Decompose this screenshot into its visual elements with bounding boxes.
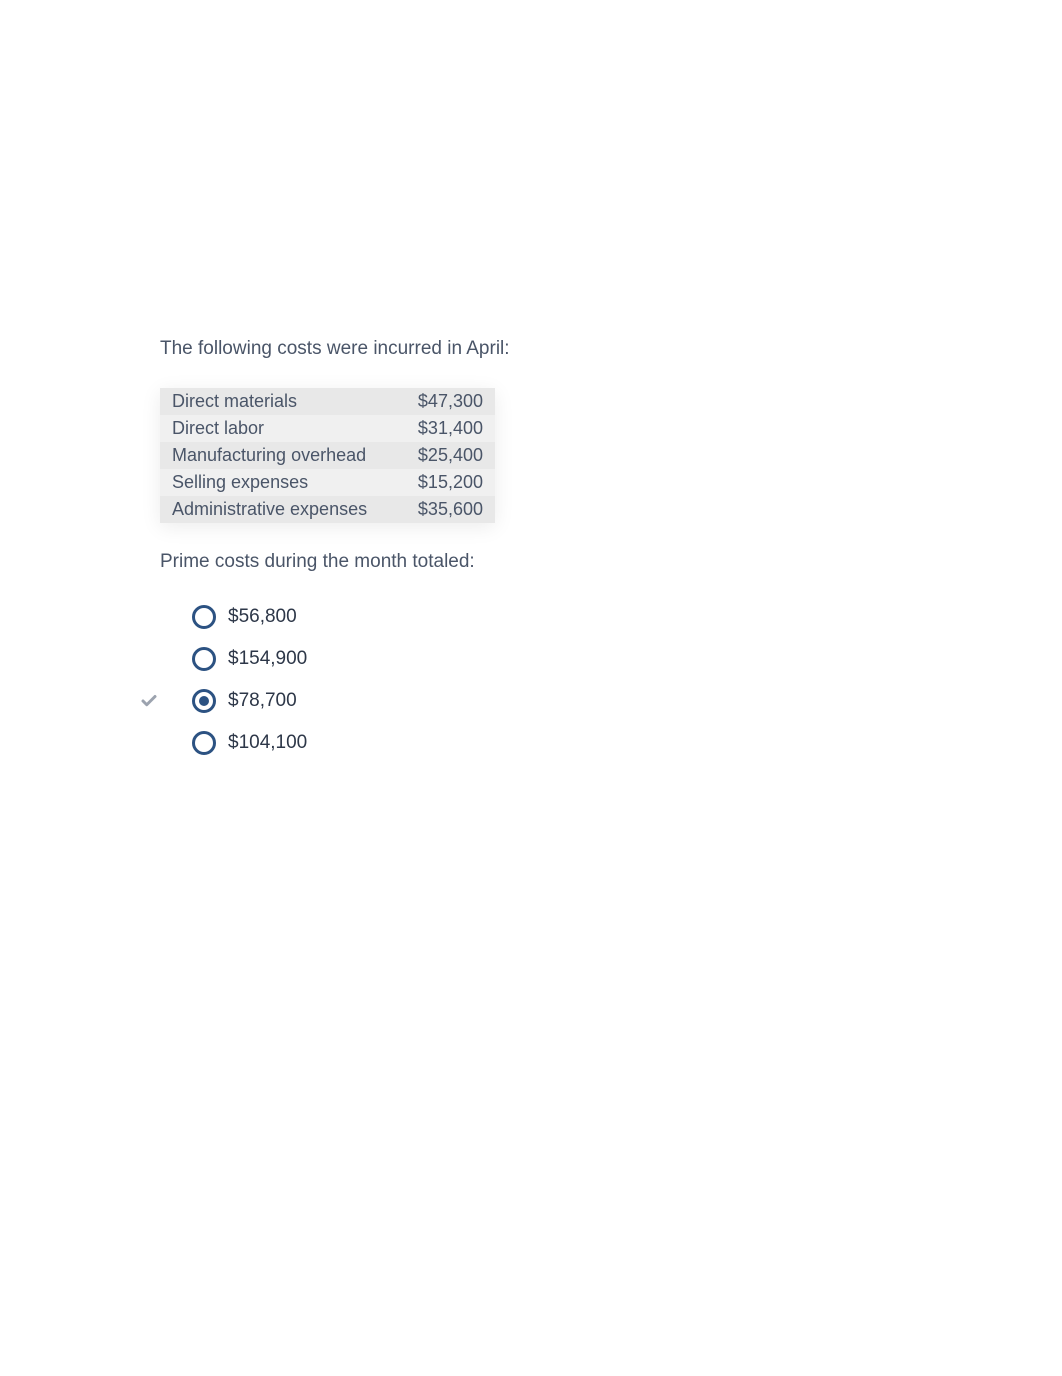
cost-value: $31,400	[418, 418, 483, 439]
question-intro: The following costs were incurred in Apr…	[160, 338, 900, 360]
question-container: The following costs were incurred in Apr…	[160, 338, 900, 773]
cost-value: $47,300	[418, 391, 483, 412]
option-row[interactable]: $78,700	[168, 689, 900, 713]
cost-label: Selling expenses	[172, 472, 348, 493]
table-row: Selling expenses $15,200	[160, 469, 495, 496]
option-label: $154,900	[228, 648, 307, 670]
table-row: Administrative expenses $35,600	[160, 496, 495, 523]
cost-value: $35,600	[418, 499, 483, 520]
option-label: $56,800	[228, 606, 297, 628]
table-row: Direct materials $47,300	[160, 388, 495, 415]
radio-button[interactable]	[192, 689, 216, 713]
table-row: Direct labor $31,400	[160, 415, 495, 442]
cost-value: $15,200	[418, 472, 483, 493]
table-row: Manufacturing overhead $25,400	[160, 442, 495, 469]
cost-value: $25,400	[418, 445, 483, 466]
option-row[interactable]: $154,900	[168, 647, 900, 671]
radio-button[interactable]	[192, 647, 216, 671]
option-row[interactable]: $104,100	[168, 731, 900, 755]
option-label: $78,700	[228, 690, 297, 712]
question-prompt: Prime costs during the month totaled:	[160, 551, 900, 573]
radio-button[interactable]	[192, 605, 216, 629]
check-icon	[140, 692, 158, 710]
cost-table: Direct materials $47,300 Direct labor $3…	[160, 388, 495, 523]
option-row[interactable]: $56,800	[168, 605, 900, 629]
cost-label: Direct materials	[172, 391, 337, 412]
radio-button[interactable]	[192, 731, 216, 755]
cost-label: Manufacturing overhead	[172, 445, 406, 466]
cost-label: Administrative expenses	[172, 499, 407, 520]
option-label: $104,100	[228, 732, 307, 754]
options-list: $56,800 $154,900 $78,700 $104,100	[168, 605, 900, 755]
cost-label: Direct labor	[172, 418, 304, 439]
